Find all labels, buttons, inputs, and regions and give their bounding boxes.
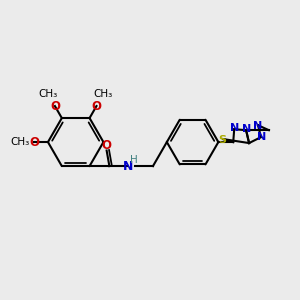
Text: N: N [230,123,239,133]
Text: O: O [50,100,60,112]
Text: N: N [242,124,252,134]
Text: CH₃: CH₃ [11,137,30,147]
Text: H: H [130,155,138,165]
Text: S: S [218,135,226,145]
Text: N: N [123,160,134,172]
Text: O: O [102,139,112,152]
Text: CH₃: CH₃ [38,89,58,99]
Text: O: O [92,100,101,112]
Text: O: O [29,136,39,148]
Text: N: N [254,121,262,131]
Text: CH₃: CH₃ [94,89,113,99]
Text: N: N [257,132,267,142]
